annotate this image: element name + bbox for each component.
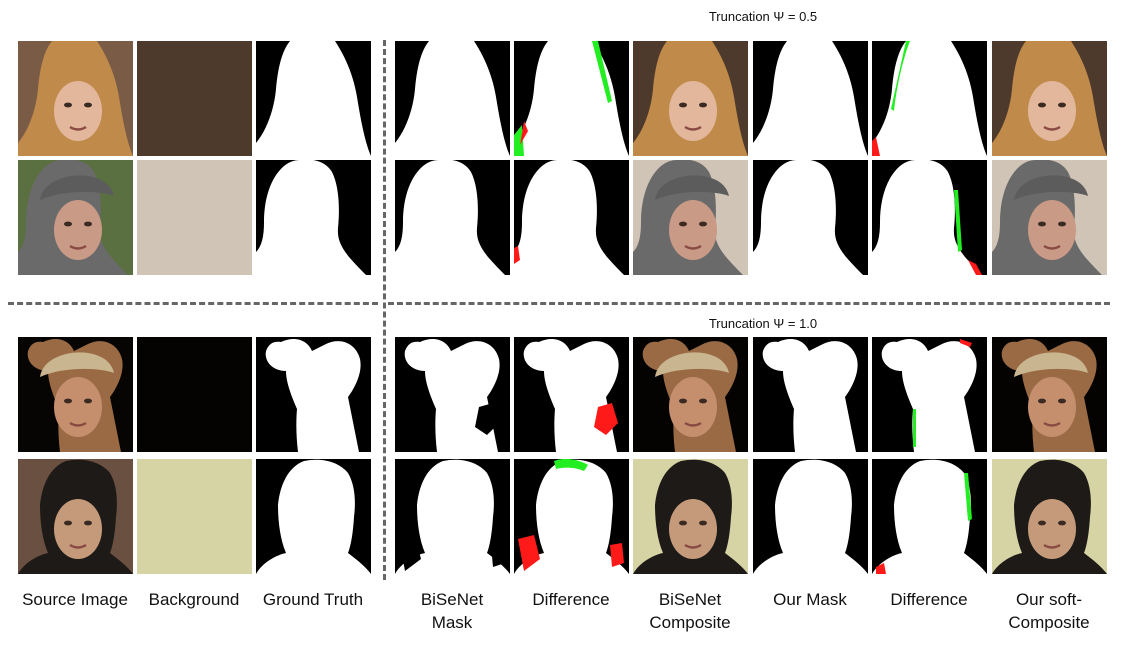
bisenet-difference-row-4 xyxy=(514,459,629,574)
ground-truth-row-2 xyxy=(256,160,371,275)
bisenet-mask-row-4 xyxy=(395,459,510,574)
column-label-bisenet-composite: BiSeNet Composite xyxy=(620,588,760,634)
our-difference-row-2 xyxy=(872,160,987,275)
our-mask-row-3 xyxy=(753,337,868,452)
horizontal-divider-right xyxy=(388,302,1110,305)
bisenet-difference-row-2 xyxy=(514,160,629,275)
column-label-line: Composite xyxy=(979,611,1119,634)
column-label-our-difference: Difference xyxy=(859,588,999,611)
bisenet-composite-row-1 xyxy=(633,41,748,156)
background-row-2 xyxy=(137,160,252,275)
our-difference-row-3 xyxy=(872,337,987,452)
bisenet-difference-row-3 xyxy=(514,337,629,452)
bisenet-composite-row-4 xyxy=(633,459,748,574)
ground-truth-row-1 xyxy=(256,41,371,156)
column-label-line: Our soft- xyxy=(979,588,1119,611)
bisenet-difference-row-1 xyxy=(514,41,629,156)
our-difference-row-4 xyxy=(872,459,987,574)
ground-truth-row-3 xyxy=(256,337,371,452)
source-image-row-1 xyxy=(18,41,133,156)
our-mask-row-2 xyxy=(753,160,868,275)
column-label-line: BiSeNet xyxy=(620,588,760,611)
our-difference-row-1 xyxy=(872,41,987,156)
vertical-divider xyxy=(383,40,386,580)
background-row-4 xyxy=(137,459,252,574)
our-mask-row-1 xyxy=(753,41,868,156)
bisenet-composite-row-2 xyxy=(633,160,748,275)
our-mask-row-4 xyxy=(753,459,868,574)
column-label-line: Difference xyxy=(859,588,999,611)
bisenet-composite-row-3 xyxy=(633,337,748,452)
bisenet-mask-row-1 xyxy=(395,41,510,156)
source-image-row-2 xyxy=(18,160,133,275)
column-label-our-soft-composite: Our soft- Composite xyxy=(979,588,1119,634)
column-label-line: Composite xyxy=(620,611,760,634)
our-soft-composite-row-3 xyxy=(992,337,1107,452)
truncation-label-bottom: Truncation Ψ = 1.0 xyxy=(663,316,863,331)
column-label-ground-truth: Ground Truth xyxy=(243,588,383,611)
our-soft-composite-row-2 xyxy=(992,160,1107,275)
horizontal-divider-left xyxy=(8,302,378,305)
column-label-line: Mask xyxy=(382,611,522,634)
bisenet-mask-row-2 xyxy=(395,160,510,275)
source-image-row-3 xyxy=(18,337,133,452)
our-soft-composite-row-4 xyxy=(992,459,1107,574)
bisenet-mask-row-3 xyxy=(395,337,510,452)
background-row-1 xyxy=(137,41,252,156)
column-label-line: Ground Truth xyxy=(243,588,383,611)
ground-truth-row-4 xyxy=(256,459,371,574)
background-row-3 xyxy=(137,337,252,452)
truncation-label-top: Truncation Ψ = 0.5 xyxy=(663,9,863,24)
our-soft-composite-row-1 xyxy=(992,41,1107,156)
source-image-row-4 xyxy=(18,459,133,574)
